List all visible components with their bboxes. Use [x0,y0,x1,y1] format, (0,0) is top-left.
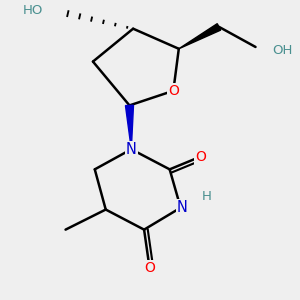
Text: O: O [144,261,155,275]
Text: OH: OH [272,44,292,57]
Text: O: O [168,84,179,98]
Text: HO: HO [23,4,44,17]
Polygon shape [179,24,221,49]
Text: O: O [195,150,206,164]
Text: N: N [126,142,137,157]
Text: H: H [201,190,211,203]
Text: N: N [177,200,188,215]
Polygon shape [125,105,134,149]
